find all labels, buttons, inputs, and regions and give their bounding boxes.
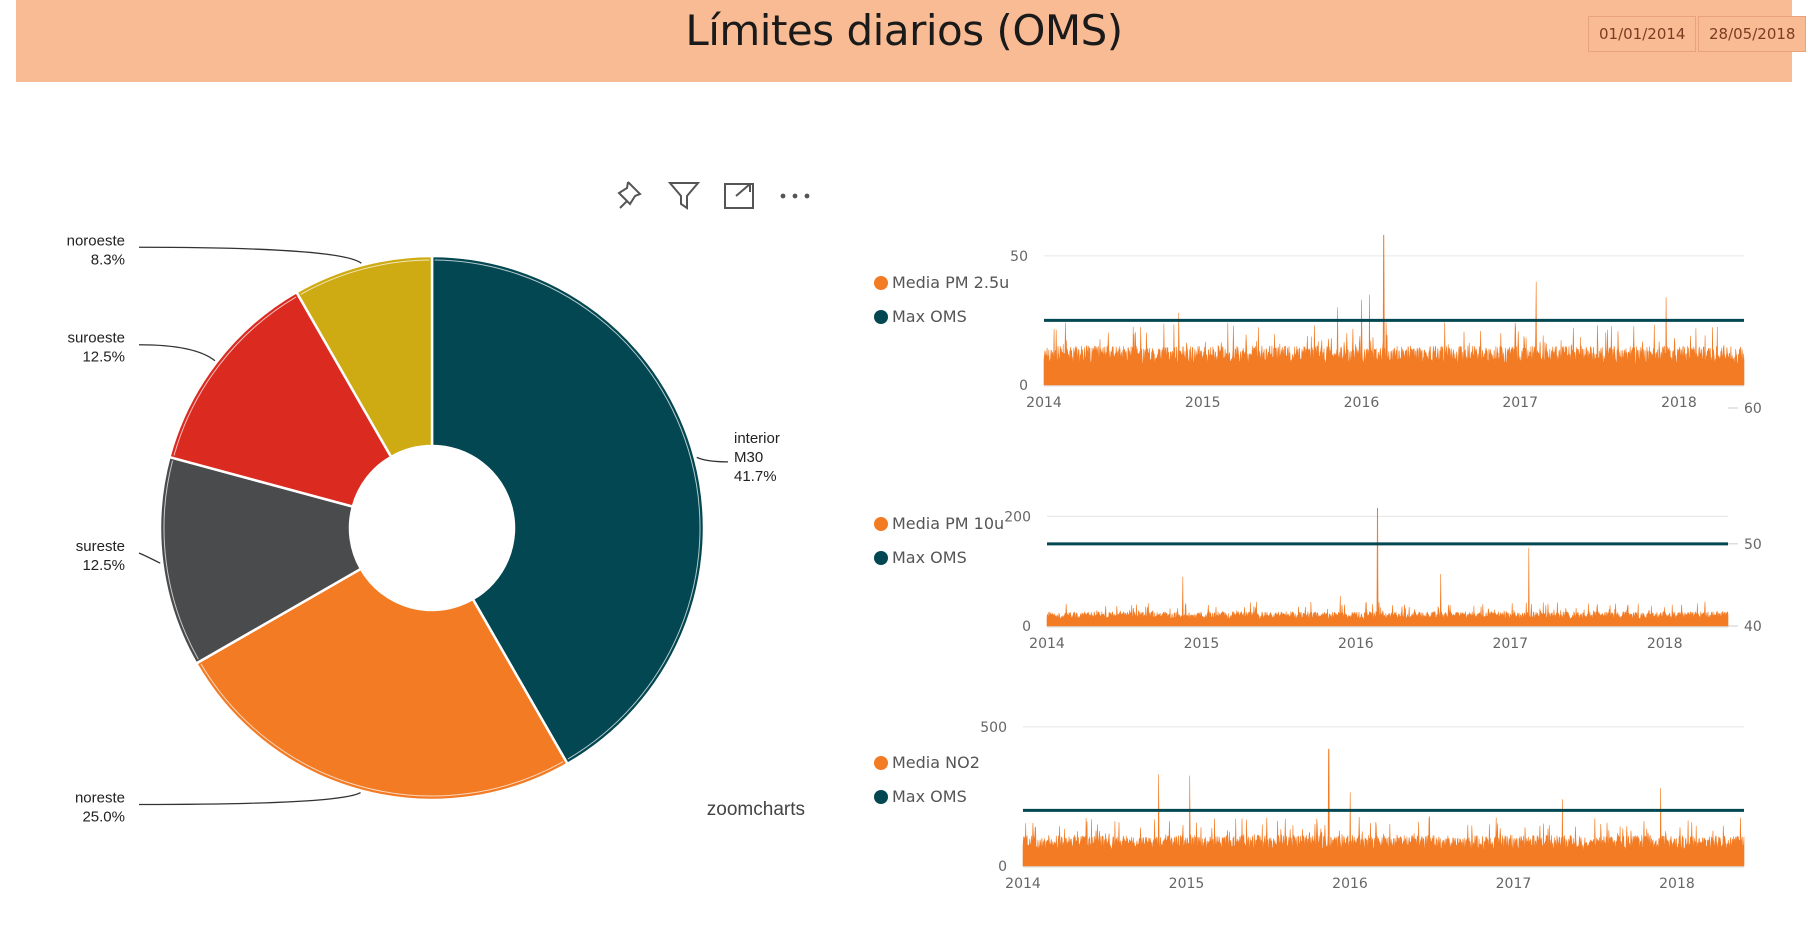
x-tick-label: 2014	[1005, 876, 1041, 892]
pie-label-pct-noroeste: 8.3%	[91, 251, 125, 268]
y-tick-label: 200	[1004, 509, 1031, 525]
legend-label-max-oms[interactable]: Max OMS	[892, 787, 967, 806]
y-tick-label: 0	[998, 859, 1007, 875]
legend-marker-media-pm-2-5u[interactable]	[874, 276, 888, 290]
y-tick-label: 500	[980, 720, 1007, 736]
pie-label-pct-noreste: 25.0%	[82, 809, 125, 826]
pie-leader-line-noroeste	[138, 246, 362, 264]
pie-label-pct-sureste: 12.5%	[82, 557, 125, 574]
pie-slice-interior-m30[interactable]	[430, 254, 706, 766]
series-media-pm-2-5u[interactable]	[1043, 234, 1745, 386]
x-tick-label: 2014	[1026, 395, 1062, 411]
pie-leader-line-noreste	[138, 791, 361, 806]
x-tick-label: 2018	[1659, 876, 1695, 892]
x-tick-label: 2016	[1332, 876, 1368, 892]
pm25-chart: 0 50 2014 2015 2016 2017 2018 Media PM 2.5u Max …	[874, 234, 1745, 411]
y2-tick-label: 60	[1744, 401, 1762, 417]
x-tick-label: 2015	[1184, 636, 1220, 652]
pie-slice-sureste[interactable]	[158, 455, 363, 666]
y-tick-label: 50	[1010, 249, 1028, 265]
date-start-field[interactable]: 01/01/2014	[1588, 16, 1697, 52]
pie-label-interior-m30: interior	[734, 430, 780, 447]
series-media-no2[interactable]	[1022, 748, 1745, 867]
page-title: Límites diarios (OMS)	[685, 6, 1123, 55]
legend-marker-media-no2[interactable]	[874, 756, 888, 770]
y-tick-label: 0	[1019, 378, 1028, 394]
pie-leader-line-suroeste	[138, 344, 216, 362]
x-tick-label: 2015	[1185, 395, 1221, 411]
x-tick-label: 2017	[1492, 636, 1528, 652]
x-tick-label: 2018	[1661, 395, 1697, 411]
x-tick-label: 2017	[1496, 876, 1532, 892]
legend-label-max-oms[interactable]: Max OMS	[892, 307, 967, 326]
legend-marker-max-oms[interactable]	[874, 310, 888, 324]
pie-label-suroeste: suroeste	[67, 330, 125, 347]
y-tick-label: 0	[1022, 619, 1031, 635]
legend-label-media-pm-2-5u[interactable]: Media PM 2.5u	[892, 273, 1009, 292]
pie-slice-noreste[interactable]	[194, 567, 570, 802]
legend-marker-max-oms[interactable]	[874, 551, 888, 565]
pie-slice-ring-interior-m30	[434, 259, 701, 760]
y2-tick-label: 40	[1744, 619, 1762, 635]
pie-leader-line-interior-m30	[696, 456, 729, 463]
report-header: Límites diarios (OMS) 01/01/2014 28/05/2…	[16, 0, 1807, 82]
legend-label-media-no2[interactable]: Media NO2	[892, 753, 980, 772]
pie-slice-ring-sureste	[163, 460, 199, 660]
more-options-icon[interactable]	[780, 193, 810, 199]
y2-tick-label: 50	[1744, 537, 1762, 553]
visual-toolbar	[617, 181, 810, 210]
legend-label-media-pm-10u[interactable]: Media PM 10u	[892, 514, 1004, 533]
pie-slice-ring-noreste	[200, 663, 564, 797]
x-tick-label: 2016	[1338, 636, 1374, 652]
pie-label-pct-suroeste: 12.5%	[82, 349, 125, 366]
pin-icon[interactable]	[617, 181, 642, 209]
date-end-field[interactable]: 28/05/2018	[1698, 16, 1807, 52]
x-tick-label: 2017	[1502, 395, 1538, 411]
pie-leader-line-sureste	[138, 552, 161, 564]
filter-icon[interactable]	[667, 182, 701, 210]
focus-mode-icon[interactable]	[724, 183, 754, 209]
legend-marker-max-oms[interactable]	[874, 790, 888, 804]
pie-slice-ring-suroeste	[173, 296, 297, 456]
no2-chart: 0 500 2014 2015 2016 2017 2018 Media NO2 Max OMS	[874, 720, 1745, 892]
legend-label-max-oms[interactable]: Max OMS	[892, 548, 967, 567]
pie-slice-noroeste[interactable]	[294, 254, 434, 459]
x-tick-label: 2015	[1169, 876, 1205, 892]
pie-slice-ring-noroeste	[300, 259, 430, 295]
pie-label-noreste: noreste	[75, 790, 125, 807]
pie-label-interior-m30: M30	[734, 449, 763, 466]
pie-label-sureste: sureste	[76, 538, 125, 555]
series-media-pm-10u[interactable]	[1046, 507, 1729, 627]
donut-chart: interior M30 41.7% noreste 25.0% sureste 12.5%…	[67, 232, 780, 825]
pie-label-pct-interior-m30: 41.7%	[734, 468, 777, 485]
x-tick-label: 2018	[1647, 636, 1683, 652]
pie-slice-suroeste[interactable]	[167, 290, 393, 509]
x-tick-label: 2014	[1029, 636, 1065, 652]
zoomcharts-logo: zoomcharts	[707, 799, 805, 820]
pie-label-noroeste: noroeste	[67, 232, 125, 249]
x-tick-label: 2016	[1344, 395, 1380, 411]
legend-marker-media-pm-10u[interactable]	[874, 517, 888, 531]
pm10-chart: 0 200 40 50 60 2014 2015 2016 2017 2018 Media PM 1…	[874, 401, 1762, 652]
